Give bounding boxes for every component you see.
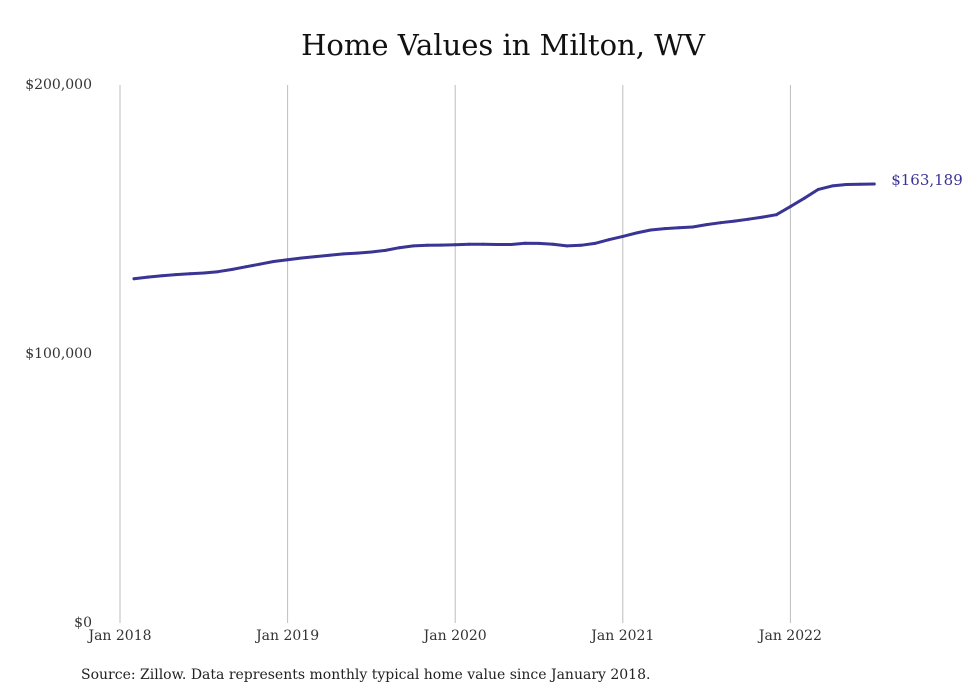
data-point <box>258 262 262 266</box>
data-point <box>146 275 150 279</box>
data-point <box>160 274 164 278</box>
data-point <box>495 243 499 246</box>
data-point <box>272 260 276 263</box>
x-tick-label: Jan 2020 <box>422 628 487 644</box>
y-axis: $0 $100,000 $200,000 <box>25 77 92 631</box>
data-point <box>188 272 192 276</box>
data-point <box>858 182 862 186</box>
data-point <box>314 255 317 259</box>
data-point <box>244 265 248 269</box>
data-point <box>369 250 373 254</box>
data-point <box>872 182 876 186</box>
data-point <box>439 243 443 247</box>
data-point <box>719 221 723 225</box>
data-point <box>202 271 206 275</box>
data-point <box>635 231 639 235</box>
data-point <box>509 243 513 246</box>
x-tick-label: Jan 2018 <box>86 628 151 644</box>
data-point <box>286 258 290 262</box>
data-point <box>802 196 806 200</box>
data-point <box>342 252 345 256</box>
data-point <box>565 244 569 248</box>
data-point <box>761 215 764 219</box>
data-point <box>383 248 387 252</box>
data-point <box>774 213 778 217</box>
x-tick-label: Jan 2019 <box>254 628 319 644</box>
data-point <box>579 243 583 247</box>
data-point <box>523 241 527 245</box>
data-point <box>705 223 709 227</box>
data-point <box>593 241 597 245</box>
data-point <box>300 256 304 260</box>
data-point <box>747 217 750 221</box>
data-point <box>844 183 848 186</box>
data-point <box>816 187 820 191</box>
data-point <box>663 227 667 231</box>
data-point <box>537 241 541 245</box>
data-point <box>607 238 611 242</box>
line-chart: $0$100,000$200,000 Jan 2018 Jan 2019 Jan 2… <box>25 77 963 644</box>
data-point <box>174 273 178 277</box>
y-tick-label: $100,000 <box>25 346 92 362</box>
data-point <box>411 244 415 248</box>
data-point <box>677 226 681 230</box>
data-point <box>551 242 555 246</box>
data-point <box>467 242 471 246</box>
data-point <box>216 270 220 274</box>
annotations: $163,189 <box>891 171 963 189</box>
x-axis: Jan 2018 Jan 2019 Jan 2020 Jan 2021 Jan 2022 <box>86 628 821 644</box>
chart-title: Home Values in Milton, WV <box>301 28 705 62</box>
source-note: Source: Zillow. Data represents monthly … <box>81 667 651 683</box>
y-tick-label: $200,000 <box>25 77 92 93</box>
gridlines <box>119 85 791 623</box>
data-point <box>830 184 834 188</box>
end-value-label: $163,189 <box>891 171 963 189</box>
data-point <box>621 234 625 238</box>
data-point <box>355 251 359 255</box>
data-point <box>453 243 457 247</box>
data-point <box>132 277 136 281</box>
data-point <box>481 242 485 246</box>
data-point <box>230 268 234 271</box>
data-point <box>788 205 792 209</box>
x-tick-label: Jan 2022 <box>757 628 822 644</box>
data-point <box>691 225 695 229</box>
x-tick-label: Jan 2021 <box>589 628 654 644</box>
series-layer <box>132 182 876 281</box>
series-line <box>132 182 876 281</box>
data-point <box>425 243 429 247</box>
data-point <box>733 219 736 223</box>
data-point <box>328 253 331 257</box>
data-point <box>649 228 653 232</box>
y-tick-label: $0 <box>74 615 92 631</box>
data-point <box>397 246 401 250</box>
